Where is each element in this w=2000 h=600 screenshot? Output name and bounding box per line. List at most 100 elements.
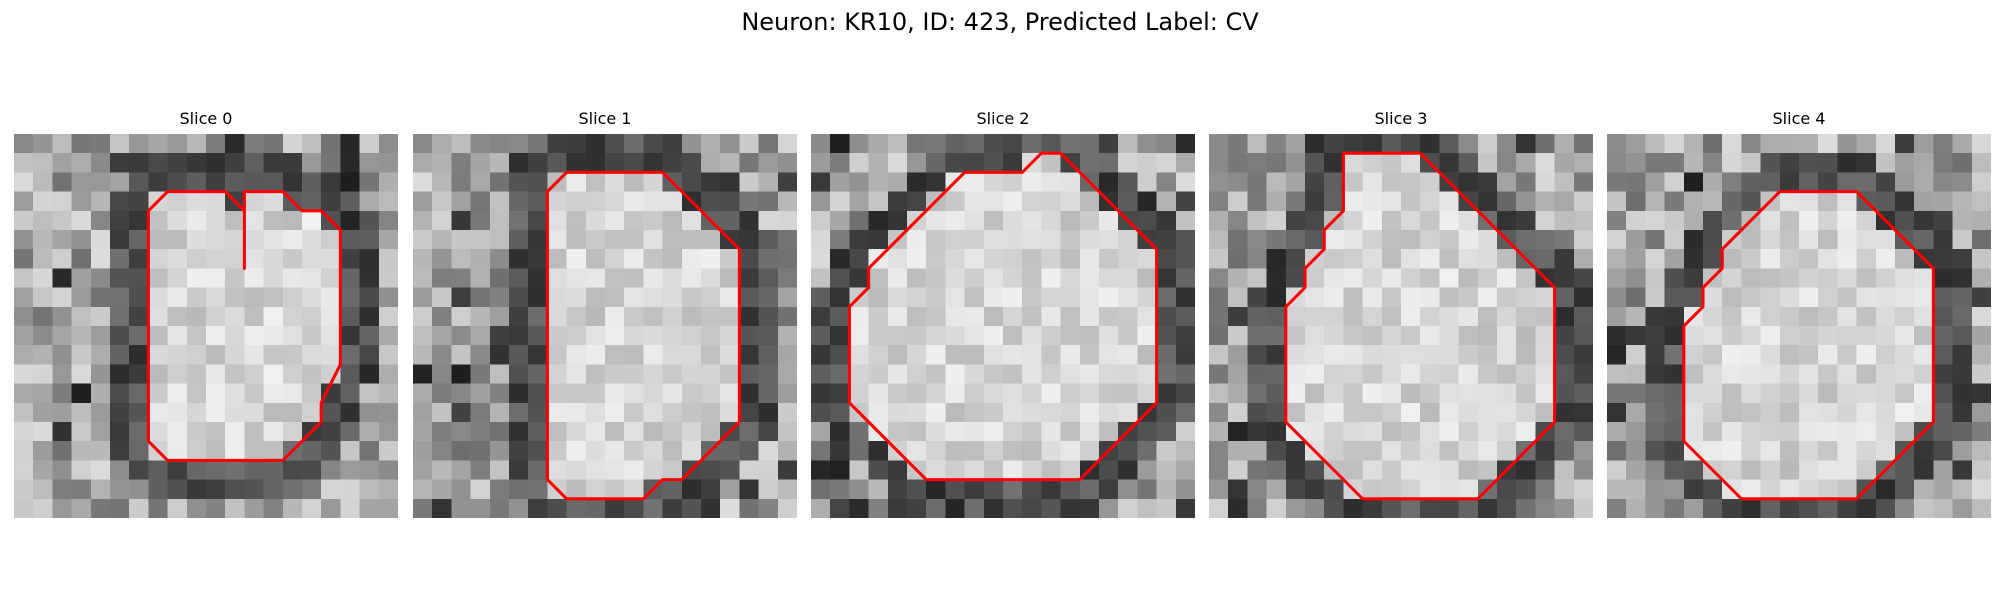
pixel xyxy=(1626,249,1646,269)
pixel xyxy=(1760,306,1781,327)
pixel xyxy=(413,422,433,442)
pixel xyxy=(1439,249,1459,269)
pixel xyxy=(1664,383,1685,404)
pixel xyxy=(1497,364,1517,384)
pixel xyxy=(509,364,529,384)
pixel xyxy=(739,422,759,442)
pixel xyxy=(1722,441,1742,461)
pixel xyxy=(1914,326,1934,346)
pixel xyxy=(1022,249,1042,269)
pixel xyxy=(830,249,850,269)
pixel xyxy=(1554,383,1575,404)
pixel xyxy=(90,326,111,346)
pixel xyxy=(701,134,721,154)
pixel xyxy=(1554,230,1575,250)
pixel xyxy=(1099,345,1119,365)
pixel xyxy=(1477,230,1498,250)
pixel xyxy=(1837,498,1857,518)
pixel xyxy=(758,134,779,154)
pixel xyxy=(1458,249,1479,269)
pixel xyxy=(566,498,587,518)
pixel xyxy=(33,191,53,212)
pixel xyxy=(1285,402,1306,423)
pixel xyxy=(1247,287,1267,308)
slice-title: Slice 0 xyxy=(179,109,233,128)
slice-title: Slice 4 xyxy=(1772,109,1826,128)
pixel xyxy=(1060,402,1081,423)
pixel xyxy=(1683,402,1704,423)
pixel xyxy=(90,441,111,461)
pixel xyxy=(1458,287,1479,308)
pixel xyxy=(340,479,360,500)
pixel xyxy=(1247,268,1267,288)
pixel xyxy=(547,345,567,365)
pixel xyxy=(983,191,1004,212)
pixel xyxy=(1285,268,1306,288)
pixel xyxy=(1497,498,1517,518)
pixel xyxy=(90,460,111,480)
pixel xyxy=(302,441,322,461)
segmentation-contour xyxy=(1682,190,1935,501)
pixel xyxy=(1535,498,1555,518)
pixel xyxy=(643,249,663,269)
pixel xyxy=(1420,230,1440,250)
pixel xyxy=(1683,498,1704,518)
pixel xyxy=(509,172,529,192)
pixel xyxy=(206,306,226,327)
pixel xyxy=(1439,422,1459,442)
pixel xyxy=(1285,134,1306,154)
pixel xyxy=(547,287,567,308)
pixel xyxy=(1895,479,1915,500)
pixel xyxy=(1175,326,1195,346)
pixel xyxy=(1324,287,1344,308)
pixel xyxy=(1645,479,1665,500)
pixel xyxy=(1722,210,1742,231)
pixel xyxy=(1914,498,1934,518)
pixel xyxy=(90,230,111,250)
pixel xyxy=(413,326,433,346)
pixel xyxy=(1837,191,1857,212)
pixel xyxy=(1041,326,1061,346)
pixel xyxy=(1228,268,1248,288)
pixel xyxy=(1022,191,1042,212)
pixel xyxy=(263,191,284,212)
pixel xyxy=(1228,153,1248,173)
pixel xyxy=(451,249,471,269)
pixel xyxy=(225,249,245,269)
pixel xyxy=(378,326,398,346)
pixel xyxy=(90,287,111,308)
pixel xyxy=(282,230,303,250)
pixel xyxy=(1228,306,1248,327)
pixel xyxy=(378,460,398,480)
pixel xyxy=(1156,172,1177,192)
pixel xyxy=(451,191,471,212)
pixel xyxy=(849,479,869,500)
pixel xyxy=(1535,402,1555,423)
pixel xyxy=(71,172,92,192)
pixel xyxy=(1607,210,1627,231)
pixel xyxy=(1060,249,1081,269)
pixel xyxy=(1458,422,1479,442)
pixel xyxy=(1837,441,1857,461)
pixel xyxy=(585,153,606,173)
pixel xyxy=(1118,479,1138,500)
pixel xyxy=(489,172,510,192)
pixel xyxy=(907,153,927,173)
pixel xyxy=(681,134,702,154)
pixel xyxy=(321,402,341,423)
pixel xyxy=(1722,249,1742,269)
pixel xyxy=(282,364,303,384)
pixel xyxy=(432,383,452,404)
pixel xyxy=(643,153,663,173)
pixel xyxy=(1118,498,1138,518)
pixel xyxy=(1497,134,1517,154)
pixel xyxy=(1626,230,1646,250)
pixel xyxy=(1209,460,1229,480)
pixel xyxy=(1607,249,1627,269)
pixel xyxy=(470,402,491,423)
pixel xyxy=(1703,172,1723,192)
pixel xyxy=(1645,191,1665,212)
pixel xyxy=(1573,249,1593,269)
pixel xyxy=(964,230,985,250)
pixel xyxy=(830,172,850,192)
